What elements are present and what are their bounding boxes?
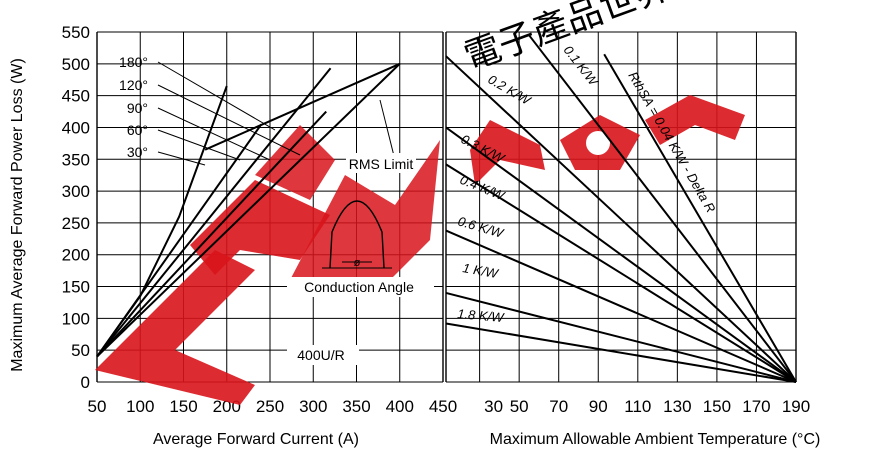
thermal-line-5 (445, 229, 797, 383)
thermal-line-6 (445, 291, 797, 383)
watermark-logo: 電子產品世界 (95, 0, 745, 405)
x-tick-label-right: 50 (510, 397, 529, 416)
rms-limit-line (204, 62, 401, 151)
x-tick-label-left: 250 (256, 397, 284, 416)
y-tick-label: 100 (62, 309, 90, 328)
angle-leader-line (157, 107, 271, 161)
thermal-label-0: RthSA = 0.04 K/W - Delta R (625, 69, 718, 215)
watermark-chinese-text: 電子產品世界 (459, 0, 676, 78)
x-tick-label-right: 90 (589, 397, 608, 416)
y-tick-label: 300 (62, 182, 90, 201)
device-label-bg (287, 345, 359, 365)
thermal-label-1: 0.1 K/W (561, 43, 602, 90)
angle-label-60deg: 60° (127, 122, 148, 138)
x-tick-label-right: 130 (663, 397, 691, 416)
x-axis-title-left: Average Forward Current (A) (153, 431, 359, 448)
x-tick-label-left: 100 (126, 397, 154, 416)
x-tick-label-left: 350 (342, 397, 370, 416)
angle-leader-line (157, 129, 241, 161)
x-tick-label-left: 400 (386, 397, 414, 416)
x-tick-label-right: 170 (742, 397, 770, 416)
watermark-letter-c (470, 120, 545, 185)
x-tick-label-right: 190 (782, 397, 810, 416)
thermal-label-6: 1 K/W (461, 260, 500, 281)
y-tick-label: 400 (62, 118, 90, 137)
y-tick-label: 350 (62, 150, 90, 169)
rms-leader-line (379, 99, 396, 161)
x-tick-label-right: 70 (549, 397, 568, 416)
thermal-line-4 (445, 163, 797, 383)
rms-limit-label: RMS Limit (349, 156, 414, 172)
y-tick-label: 550 (62, 23, 90, 42)
series-line-120deg (96, 67, 332, 358)
phi-symbol: ø (354, 257, 361, 269)
y-tick-label: 150 (62, 278, 90, 297)
rms-label-bg (346, 153, 416, 173)
watermark-letter-m (645, 95, 745, 145)
thermal-line-0 (603, 53, 797, 383)
left-series-group (96, 61, 401, 358)
angle-label-180deg: 180° (119, 54, 148, 70)
y-tick-label: 200 (62, 246, 90, 265)
right-series-group (445, 34, 797, 383)
series-line-90deg (96, 110, 327, 358)
x-tick-label-left: 50 (88, 397, 107, 416)
y-tick-label: 500 (62, 55, 90, 74)
x-tick-label-right: 30 (484, 397, 503, 416)
conduction-angle-label: Conduction Angle (304, 279, 414, 295)
angle-label-90deg: 90° (127, 100, 148, 116)
device-label: 400U/R (297, 347, 344, 363)
y-tick-label: 0 (81, 373, 90, 392)
x-tick-label-right: 110 (624, 397, 651, 416)
thermal-label-5: 0.6 K/W (456, 213, 506, 241)
y-tick-label: 450 (62, 87, 90, 106)
conduction-label-bg (287, 277, 434, 297)
y-tick-label: 50 (71, 341, 90, 360)
x-tick-label-left: 150 (169, 397, 197, 416)
angle-label-120deg: 120° (119, 77, 148, 93)
watermark-letter-e (95, 250, 255, 405)
y-tick-label: 250 (62, 214, 90, 233)
watermark-o-hole (586, 131, 610, 155)
angle-label-30deg: 30° (127, 144, 148, 160)
angle-leader-line (157, 151, 206, 166)
x-tick-label-left: 450 (429, 397, 457, 416)
watermark-letter-p (190, 180, 330, 275)
conduction-waveform (329, 200, 385, 269)
watermark-letter-w (290, 140, 440, 290)
angle-leader-line (157, 84, 301, 156)
series-line-180deg (96, 63, 401, 358)
x-axis-title-right: Maximum Allowable Ambient Temperature (°… (490, 431, 821, 448)
thermal-label-7: 1.8 K/W (457, 306, 506, 325)
thermal-line-2 (445, 55, 797, 383)
x-tick-label-right: 150 (703, 397, 731, 416)
y-axis-title: Maximum Average Forward Power Loss (W) (9, 58, 26, 372)
x-tick-label-left: 300 (299, 397, 327, 416)
thermal-line-7 (445, 322, 797, 383)
thermal-line-3 (445, 126, 797, 383)
series-line-30deg (96, 85, 228, 358)
thermal-line-1 (528, 34, 797, 383)
watermark-letter-p2 (255, 125, 335, 200)
angle-leader-line (157, 61, 276, 131)
thermal-label-2: 0.2 K/W (486, 72, 535, 109)
